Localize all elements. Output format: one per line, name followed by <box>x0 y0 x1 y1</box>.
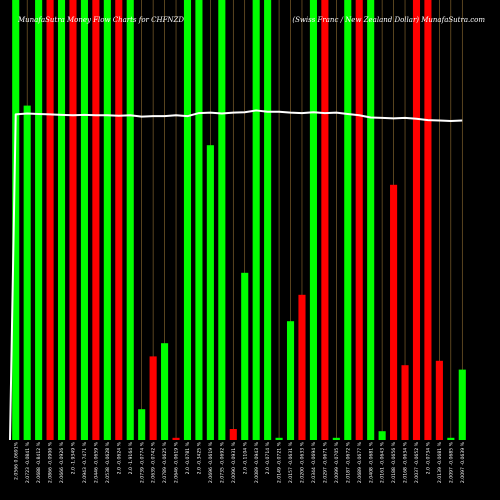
x-tick-label: 2.0689 -0.0677 % <box>357 441 363 483</box>
x-tick-label: 2.0161 -0.0643 % <box>380 441 386 483</box>
x-tick-label: 2.0297 -0.0671 % <box>322 441 328 483</box>
x-tick-label: 2.0566 0.0691% <box>13 441 19 480</box>
x-tick-label: 2.0099 -0.0705 % <box>334 441 340 483</box>
volume-bar <box>138 409 146 440</box>
x-tick-label: 2.0646 -0.0619 % <box>174 441 180 483</box>
x-tick-label: 2.0 -0.0714 % <box>265 441 271 474</box>
x-tick-label: 2.0696 -0.0619 % <box>208 441 214 483</box>
volume-bar <box>241 272 249 440</box>
volume-bar <box>69 0 77 440</box>
volume-bar <box>435 360 443 440</box>
moving-average-line <box>9 109 463 441</box>
x-tick-label: 2.0188 -0.0656 % <box>391 441 397 483</box>
line-layer <box>9 109 463 441</box>
tick-layer: 2.0566 0.0691% 2.0723 -0.0841 % 2.0688 -0.… <box>13 441 466 483</box>
volume-bar <box>12 0 20 440</box>
x-tick-label: 2.0666 -0.0926 % <box>59 441 65 483</box>
x-tick-label: 2.0090 -0.0931 % <box>231 441 237 483</box>
volume-bar <box>35 0 43 440</box>
volume-bar <box>390 184 398 440</box>
x-tick-label: 2.0538 -0.0628 % <box>105 441 111 483</box>
volume-bar <box>309 0 317 440</box>
bar-layer <box>12 0 466 440</box>
volume-bar <box>424 0 432 440</box>
x-tick-label: 2.0037 -0.0652 % <box>414 441 420 483</box>
x-tick-label: 2.0187 -0.0672 % <box>345 441 351 483</box>
x-tick-label: 2.0097 -0.0685 % <box>448 441 454 483</box>
x-tick-label: 2.0866 -0.0906 % <box>48 441 54 483</box>
volume-bar <box>195 0 203 440</box>
x-tick-label: 2.0 -0.1104 % <box>242 441 248 474</box>
x-tick-label: 2.0157 -0.0631 % <box>288 441 294 483</box>
x-tick-label: 2.0 -0.0624 % <box>116 441 122 474</box>
volume-bar <box>264 0 272 440</box>
volume-bar <box>218 0 226 440</box>
x-tick-label: 2.0168 -0.0634 % <box>403 441 409 483</box>
x-tick-label: 2.0089 -0.0943 % <box>254 441 260 483</box>
volume-bar <box>172 437 180 440</box>
x-tick-label: 2.0 -1.9349 % <box>71 441 77 474</box>
chart-subtitle: (Swiss Franc / New Zealand Dollar) Munaf… <box>292 16 485 24</box>
x-tick-label: 2.0943 -0.7471 % <box>82 441 88 483</box>
x-tick-label: 2.0639 -0.0742 % <box>151 441 157 483</box>
x-tick-label: 2.0 -1.9164 % <box>128 441 134 474</box>
volume-bar <box>103 0 111 440</box>
x-tick-label: 2.0408 -0.0681 % <box>368 441 374 483</box>
volume-bar <box>126 0 134 440</box>
volume-bar <box>344 0 352 440</box>
x-tick-label: 2.0688 -0.8412 % <box>36 441 42 483</box>
volume-bar <box>23 105 31 440</box>
volume-bar <box>115 0 123 440</box>
x-tick-label: 2.0446 -0.0659 % <box>93 441 99 483</box>
chart-title: MunafaSutra Money Flow Charts for CHFNZD <box>17 16 184 24</box>
volume-bar <box>321 0 329 440</box>
x-tick-label: 2.0 -0.3425 % <box>197 441 203 474</box>
volume-bar <box>161 343 169 440</box>
x-tick-label: 2.0723 -0.0841 % <box>25 441 31 483</box>
x-tick-label: 2.0789 -0.0625 % <box>162 441 168 483</box>
x-tick-label: 2.0097 -0.0639 % <box>460 441 466 483</box>
x-tick-label: 2.0 -0.0781 % <box>185 441 191 474</box>
x-tick-label: 2.0739 -0.0774 % <box>139 441 145 483</box>
volume-bar <box>367 0 375 440</box>
volume-bar <box>332 437 340 440</box>
volume-bar <box>447 437 455 440</box>
volume-bar <box>378 431 386 440</box>
header-layer: MunafaSutra Money Flow Charts for CHFNZD… <box>17 16 485 24</box>
volume-bar <box>275 437 283 440</box>
volume-bar <box>46 0 54 440</box>
volume-bar <box>80 0 88 440</box>
volume-bar <box>229 429 237 440</box>
x-tick-label: 2.0735 -0.0692 % <box>219 441 225 483</box>
volume-bar <box>92 0 100 440</box>
volume-bar <box>183 0 192 440</box>
volume-bar <box>401 365 409 440</box>
volume-bar <box>298 294 306 440</box>
volume-bar <box>458 369 466 440</box>
volume-bar <box>252 0 260 440</box>
volume-bar <box>57 0 66 440</box>
x-tick-label: 2.0200 -0.0633 % <box>300 441 306 483</box>
volume-bar <box>355 0 363 440</box>
x-tick-label: 2.0344 -0.0694 % <box>311 441 317 483</box>
volume-bar <box>412 0 421 440</box>
x-tick-label: 2.0139 -0.0681 % <box>437 441 443 483</box>
volume-bar <box>206 145 214 440</box>
volume-bar <box>149 356 157 440</box>
x-tick-label: 2.0149 -0.0721 % <box>277 441 283 483</box>
x-tick-label: 2.0 -0.0734 % <box>426 441 432 474</box>
volume-bar <box>286 321 295 440</box>
